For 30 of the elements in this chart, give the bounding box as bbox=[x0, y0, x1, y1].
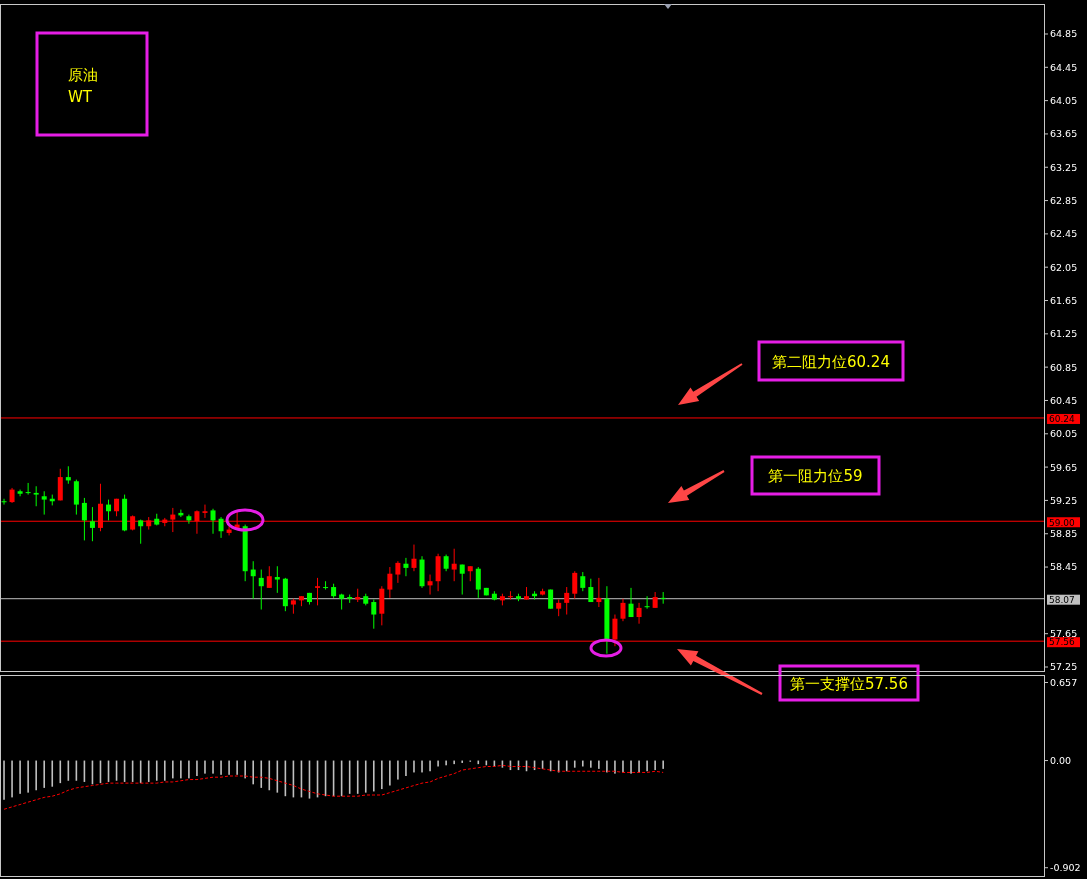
y-tick-label: 62.45 bbox=[1050, 228, 1078, 240]
y-tick-label: 59.65 bbox=[1050, 461, 1078, 473]
y-tick-label: 60.05 bbox=[1050, 428, 1078, 440]
ref-line-label: 57.56 bbox=[1049, 637, 1076, 648]
y-tick-label: 64.45 bbox=[1050, 61, 1078, 73]
y-tick-label: 61.65 bbox=[1050, 294, 1078, 306]
annotation: 第一支撑位57.56 bbox=[790, 674, 908, 693]
y-tick-label: 60.85 bbox=[1050, 361, 1078, 373]
y-tick-label: 62.05 bbox=[1050, 261, 1078, 273]
y-tick-label: 58.85 bbox=[1050, 528, 1078, 540]
y-tick-label: 61.25 bbox=[1050, 328, 1078, 340]
y-tick-label: 64.05 bbox=[1050, 95, 1078, 107]
y-tick-label: 57.25 bbox=[1050, 661, 1078, 673]
y-tick-label: -0.902 bbox=[1050, 862, 1081, 874]
y-tick-label: 57.65 bbox=[1050, 628, 1078, 640]
text: 原油 WT bbox=[68, 66, 98, 106]
y-tick-label: 64.85 bbox=[1050, 28, 1078, 40]
annotation: 第一阻力位59 bbox=[768, 467, 863, 485]
y-tick-label: 59.25 bbox=[1050, 494, 1078, 506]
ref-line-label: 60.24 bbox=[1049, 414, 1076, 425]
annotation: 第二阻力位60.24 bbox=[772, 352, 890, 371]
y-tick-label: 0.657 bbox=[1050, 676, 1078, 688]
y-tick-label: 63.25 bbox=[1050, 161, 1078, 173]
ref-line-label: 59.00 bbox=[1049, 517, 1076, 528]
y-tick-label: 60.45 bbox=[1050, 394, 1078, 406]
ref-line-label: 58.07 bbox=[1049, 595, 1075, 605]
y-tick-label: 63.65 bbox=[1050, 128, 1078, 140]
y-tick-label: 62.85 bbox=[1050, 194, 1078, 206]
y-tick-label: 58.45 bbox=[1050, 561, 1078, 573]
y-tick-label: 0.00 bbox=[1050, 754, 1072, 766]
